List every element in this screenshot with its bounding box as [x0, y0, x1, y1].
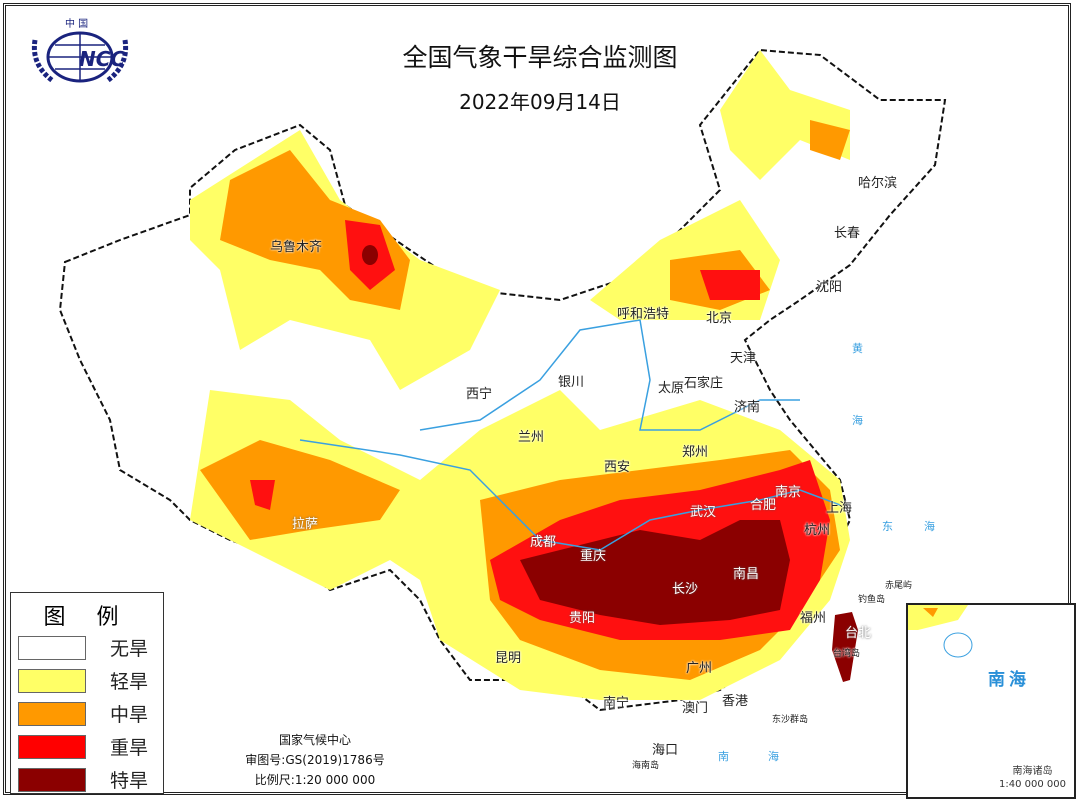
city-label: 南宁	[603, 696, 630, 711]
city-label: 杭州	[804, 523, 831, 538]
city-label: 重庆	[580, 549, 607, 564]
city-label: 沈阳	[816, 280, 843, 295]
legend-item: 中旱	[11, 697, 163, 730]
sea-label: 海	[924, 520, 935, 533]
extreme-drought-areas	[362, 245, 858, 682]
city-label: 北京	[706, 311, 733, 326]
city-label: 成都	[530, 535, 557, 550]
inset-sea-label: 南海	[988, 670, 1030, 690]
city-label: 台北	[845, 626, 872, 641]
ncc-logo: 中 国 NCC	[25, 15, 135, 91]
city-label: 石家庄	[684, 376, 724, 391]
yangtze-river	[299, 439, 841, 551]
sea-label: 东	[882, 520, 893, 533]
legend-label: 无旱	[110, 638, 149, 660]
city-label: 呼和浩特	[617, 307, 670, 322]
city-label: 合肥	[750, 498, 777, 513]
sea-label: 海	[852, 414, 863, 427]
city-label: 澳门	[682, 701, 709, 716]
inset-caption: 南海诸岛 1:40 000 000	[999, 765, 1066, 791]
map-title: 全国气象干旱综合监测图	[402, 43, 678, 72]
legend-label: 重旱	[110, 737, 149, 759]
credit-scale: 比例尺:1:20 000 000	[254, 773, 376, 787]
city-label: 兰州	[518, 430, 545, 445]
city-label: 哈尔滨	[858, 176, 898, 191]
legend-label: 轻旱	[110, 671, 149, 693]
place-label: 台湾岛	[833, 649, 861, 659]
svg-text:中 国: 中 国	[65, 17, 88, 30]
south-china-sea-inset: 南海 南海诸岛 1:40 000 000	[906, 603, 1076, 799]
legend-label: 特旱	[110, 770, 149, 792]
legend-swatch	[18, 734, 86, 759]
place-label: 东沙群岛	[772, 715, 809, 725]
map-frame	[3, 3, 1071, 795]
city-label: 南京	[775, 485, 802, 500]
place-label: 赤尾屿	[885, 581, 913, 591]
legend-swatch	[18, 635, 86, 660]
credit-org: 国家气候中心	[278, 733, 351, 747]
inset-scale: 1:40 000 000	[999, 779, 1066, 790]
legend-item: 特旱	[11, 763, 163, 796]
city-label: 海口	[652, 743, 679, 758]
sea-label: 海	[768, 750, 779, 763]
city-label: 拉萨	[292, 517, 319, 532]
inset-caption-title: 南海诸岛	[1012, 766, 1053, 777]
city-label: 乌鲁木齐	[270, 240, 323, 255]
svg-text:NCC: NCC	[79, 47, 125, 71]
city-label: 昆明	[495, 651, 522, 666]
legend-swatch	[18, 701, 86, 726]
legend: 图 例 无旱轻旱中旱重旱特旱	[10, 592, 164, 794]
yellow-river	[419, 319, 800, 431]
map-date: 2022年09月14日	[459, 90, 621, 114]
legend-item: 轻旱	[11, 664, 163, 697]
city-label: 福州	[800, 611, 827, 626]
city-label: 长沙	[672, 582, 699, 597]
legend-swatch	[18, 668, 86, 693]
city-label: 郑州	[682, 445, 709, 460]
city-label: 广州	[686, 661, 713, 676]
city-label: 上海	[826, 501, 853, 516]
city-label: 银川	[558, 375, 585, 390]
city-label: 西宁	[466, 387, 493, 402]
city-label: 贵阳	[569, 611, 596, 626]
legend-item: 重旱	[11, 730, 163, 763]
legend-title: 图 例	[43, 605, 131, 630]
city-label: 太原	[658, 381, 685, 396]
city-label: 西安	[604, 460, 631, 475]
city-label: 香港	[722, 694, 749, 709]
city-label: 天津	[730, 351, 757, 366]
legend-label: 中旱	[110, 704, 149, 726]
credits: 国家气候中心 审图号:GS(2019)1786号 比例尺:1:20 000 00…	[230, 730, 400, 790]
legend-item: 无旱	[11, 631, 163, 664]
city-label: 济南	[734, 400, 761, 415]
sea-label: 黄	[852, 342, 863, 355]
place-label: 海南岛	[632, 761, 660, 771]
city-label: 长春	[834, 226, 861, 241]
city-label: 武汉	[690, 505, 717, 520]
place-label: 钓鱼岛	[858, 595, 886, 605]
city-label: 南昌	[733, 567, 760, 582]
legend-swatch	[18, 767, 86, 792]
sea-label: 南	[718, 750, 729, 763]
credit-approval: 审图号:GS(2019)1786号	[245, 753, 385, 767]
